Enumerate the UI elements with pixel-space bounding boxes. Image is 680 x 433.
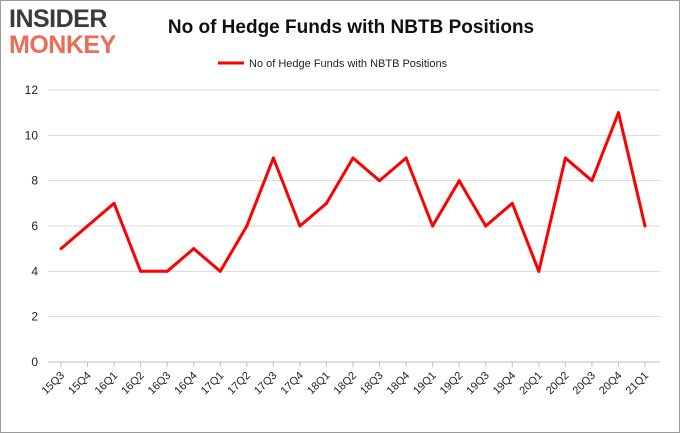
x-tick-label: 20Q4	[597, 370, 625, 398]
x-tick-label: 21Q1	[624, 370, 652, 398]
data-point	[112, 201, 116, 205]
x-tick-label: 16Q2	[119, 370, 147, 398]
data-point	[271, 156, 275, 160]
data-point	[616, 111, 620, 115]
x-tick-label: 18Q2	[332, 370, 360, 398]
x-tick-label: 17Q4	[279, 370, 307, 398]
x-tick-label: 15Q4	[66, 370, 94, 398]
data-point	[298, 224, 302, 228]
y-tick-label: 12	[25, 83, 39, 97]
y-tick-label: 4	[31, 264, 38, 278]
x-tick-label: 19Q1	[411, 370, 439, 398]
data-point	[324, 201, 328, 205]
data-point	[643, 224, 647, 228]
data-point	[484, 224, 488, 228]
x-tick-label: 19Q2	[438, 370, 466, 398]
data-point	[590, 179, 594, 183]
y-tick-label: 2	[31, 310, 38, 324]
x-tick-label: 17Q1	[199, 370, 227, 398]
x-tick-label: 18Q3	[358, 370, 386, 398]
data-point	[563, 156, 567, 160]
y-tick-label: 10	[25, 128, 39, 142]
y-tick-label: 6	[31, 219, 38, 233]
logo-line-insider: INSIDER	[9, 5, 107, 33]
y-tick-label: 0	[31, 355, 38, 369]
series-line-0	[60, 111, 647, 273]
data-point	[404, 156, 408, 160]
data-point	[510, 201, 514, 205]
data-point	[537, 269, 541, 273]
data-point	[378, 179, 382, 183]
x-tick-label: 16Q3	[146, 370, 174, 398]
insider-monkey-logo: INSIDER MONKEY	[9, 6, 131, 58]
x-tick-label: 18Q4	[385, 370, 413, 398]
data-point	[431, 224, 435, 228]
chart-title: No of Hedge Funds with NBTB Positions	[167, 17, 535, 38]
data-point	[139, 269, 143, 273]
x-tick-label: 20Q1	[517, 370, 545, 398]
x-tick-label: 19Q3	[464, 370, 492, 398]
data-point	[245, 224, 249, 228]
logo-line-monkey: MONKEY	[9, 31, 116, 59]
data-point	[457, 179, 461, 183]
legend-label: No of Hedge Funds with NBTB Positions	[249, 58, 448, 70]
data-point	[86, 224, 90, 228]
x-tick-label: 17Q2	[225, 370, 253, 398]
data-point	[165, 269, 169, 273]
x-tick-label: 20Q3	[571, 370, 599, 398]
x-tick-label: 18Q1	[305, 370, 333, 398]
y-tick-label: 8	[31, 174, 38, 188]
x-tick-label: 17Q3	[252, 370, 280, 398]
x-tick-label: 16Q1	[93, 370, 121, 398]
data-point	[351, 156, 355, 160]
x-tick-label: 19Q4	[491, 370, 519, 398]
data-point	[59, 247, 63, 251]
x-tick-label: 16Q4	[172, 370, 200, 398]
data-point	[192, 247, 196, 251]
data-point	[218, 269, 222, 273]
x-tick-label: 20Q2	[544, 370, 572, 398]
x-tick-label: 15Q3	[40, 370, 68, 398]
